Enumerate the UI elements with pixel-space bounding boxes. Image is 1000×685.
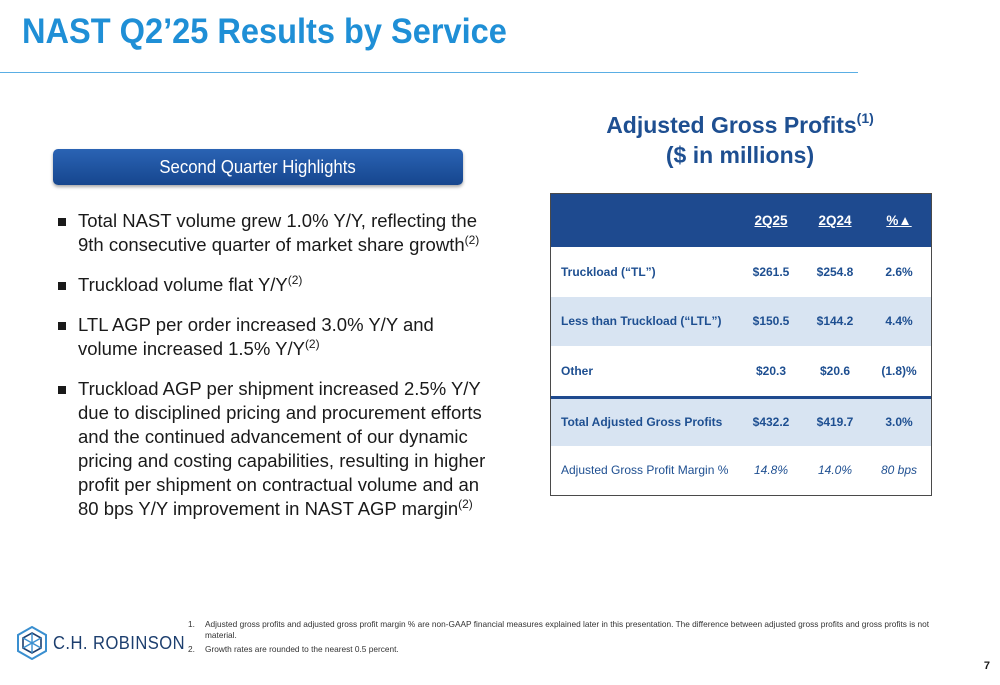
- table-row: Truckload (“TL”) $261.5 $254.8 2.6%: [551, 247, 931, 297]
- header-cell: %▲: [886, 213, 912, 228]
- table-row: Other $20.3 $20.6 (1.8)%: [551, 346, 931, 396]
- chr-cube-logo-icon: [17, 626, 47, 660]
- page-title: NAST Q2’25 Results by Service: [22, 12, 507, 51]
- footnote: 2. Growth rates are rounded to the neare…: [188, 644, 948, 655]
- table-cell: 2.6%: [885, 264, 913, 279]
- table-cell: 80 bps: [880, 463, 918, 478]
- table-row: Less than Truckload (“LTL”) $150.5 $144.…: [551, 296, 931, 346]
- table-cell: $419.7: [816, 415, 854, 429]
- list-item: Truckload volume flat Y/Y(2): [58, 273, 488, 297]
- bullet-square-icon: [58, 386, 66, 394]
- table-total-row: Total Adjusted Gross Profits $432.2 $419…: [551, 395, 931, 446]
- table-title-line2: ($ in millions): [665, 142, 815, 168]
- footnote-number: 2.: [188, 644, 195, 654]
- table-header-row: 2Q25 2Q24 %▲: [551, 194, 931, 247]
- bullet-text: LTL AGP per order increased 3.0% Y/Y and…: [78, 314, 434, 359]
- footnote-ref: (2): [458, 497, 473, 511]
- row-label: Other: [561, 363, 594, 378]
- page-number: 7: [983, 660, 990, 672]
- list-item: LTL AGP per order increased 3.0% Y/Y and…: [58, 313, 488, 361]
- footnote-text: Growth rates are rounded to the nearest …: [205, 644, 399, 654]
- footnote: 1. Adjusted gross profits and adjusted g…: [188, 619, 948, 641]
- table-cell: (1.8)%: [881, 363, 917, 378]
- table-cell: $261.5: [752, 264, 790, 279]
- company-logo-text: C.H. ROBINSON: [53, 632, 186, 653]
- table-cell: $150.5: [752, 314, 790, 329]
- header-cell: 2Q25: [754, 213, 788, 228]
- footnote-ref: (1): [856, 110, 874, 126]
- footnote-ref: (2): [304, 337, 320, 351]
- table-title-line1: Adjusted Gross Profits: [606, 112, 857, 138]
- bullet-square-icon: [58, 218, 66, 226]
- table-cell: $144.2: [816, 314, 854, 329]
- table-cell: 3.0%: [885, 415, 913, 429]
- header-cell: 2Q24: [818, 213, 852, 228]
- row-label: Adjusted Gross Profit Margin %: [561, 463, 729, 478]
- footnotes: 1. Adjusted gross profits and adjusted g…: [188, 619, 948, 658]
- adjusted-gross-profits-table: 2Q25 2Q24 %▲ Truckload (“TL”) $261.5 $25…: [550, 193, 932, 496]
- bullet-text: Truckload AGP per shipment increased 2.5…: [78, 378, 486, 519]
- highlights-banner-label: Second Quarter Highlights: [159, 156, 357, 177]
- bullet-square-icon: [58, 282, 66, 290]
- table-cell: 14.0%: [817, 463, 853, 478]
- table-cell: $20.6: [819, 363, 851, 378]
- footnote-ref: (2): [287, 273, 303, 287]
- row-label: Total Adjusted Gross Profits: [561, 415, 723, 429]
- company-logo: C.H. ROBINSON: [17, 626, 197, 660]
- list-item: Total NAST volume grew 1.0% Y/Y, reflect…: [58, 209, 488, 257]
- highlights-list: Total NAST volume grew 1.0% Y/Y, reflect…: [58, 209, 488, 537]
- footnote-text: Adjusted gross profits and adjusted gros…: [205, 619, 930, 640]
- footnote-number: 1.: [188, 619, 195, 629]
- list-item: Truckload AGP per shipment increased 2.5…: [58, 377, 488, 521]
- bullet-text: Total NAST volume grew 1.0% Y/Y, reflect…: [78, 210, 477, 255]
- table-title: Adjusted Gross Profits(1) ($ in millions…: [555, 110, 925, 170]
- footnote-ref: (2): [464, 233, 480, 247]
- bullet-text: Truckload volume flat Y/Y: [78, 274, 288, 295]
- table-cell: 4.4%: [885, 314, 913, 329]
- title-divider: [0, 72, 858, 73]
- table-cell: $20.3: [755, 363, 787, 378]
- row-label: Truckload (“TL”): [561, 264, 656, 279]
- table-cell: 14.8%: [753, 463, 789, 478]
- table-cell: $254.8: [816, 264, 854, 279]
- highlights-banner: Second Quarter Highlights: [53, 149, 463, 185]
- row-label: Less than Truckload (“LTL”): [561, 314, 722, 329]
- bullet-square-icon: [58, 322, 66, 330]
- table-cell: $432.2: [752, 415, 790, 429]
- table-row: Adjusted Gross Profit Margin % 14.8% 14.…: [551, 446, 931, 496]
